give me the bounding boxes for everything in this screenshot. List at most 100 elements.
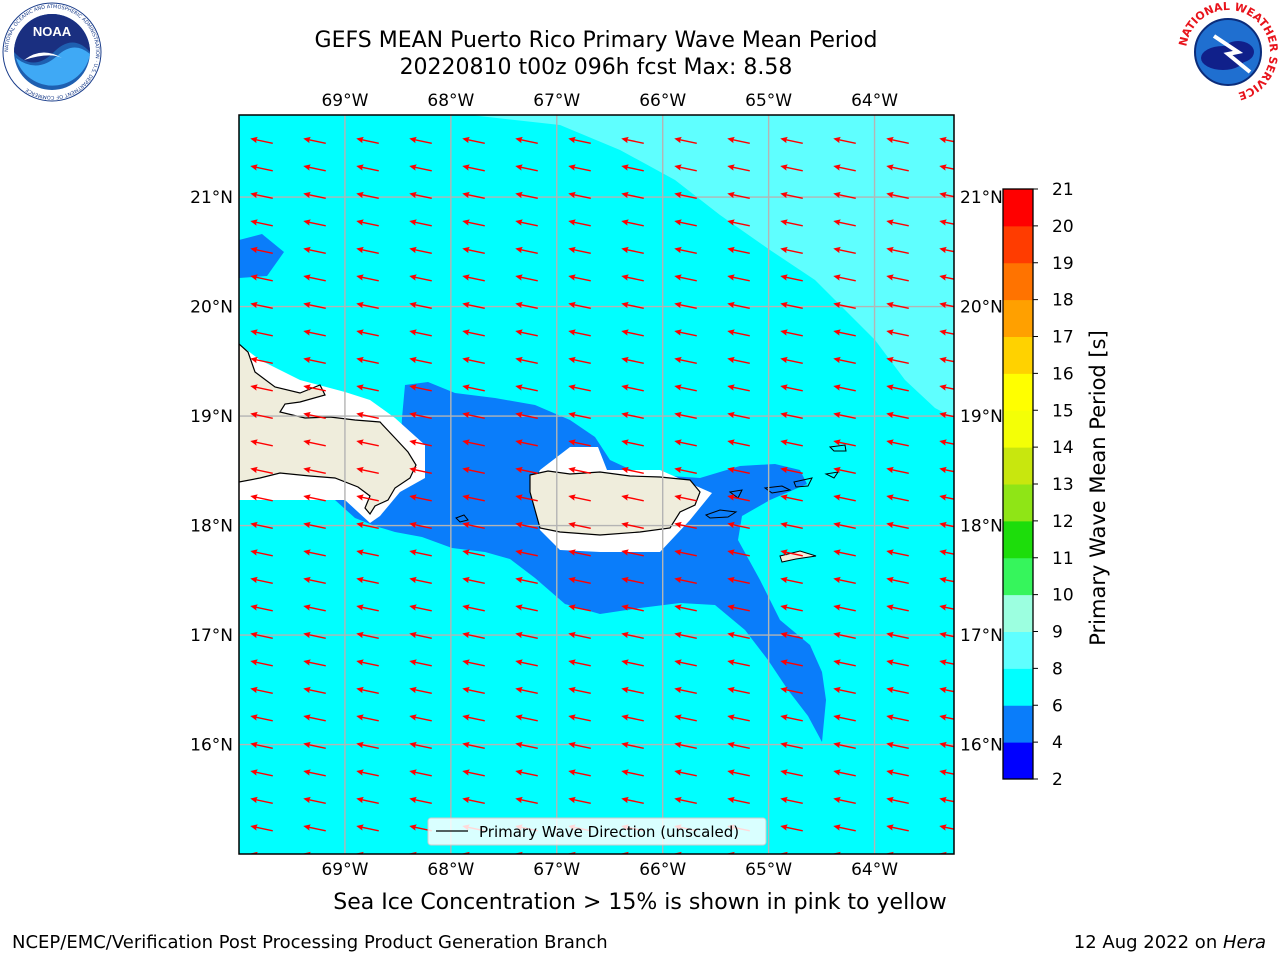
wave-arrow (515, 686, 538, 694)
wave-arrow (674, 246, 697, 254)
y-tick-label-left: 21°N (190, 188, 233, 208)
wave-arrow (409, 411, 432, 419)
wave-arrow (356, 659, 379, 667)
wave-arrow (568, 631, 591, 639)
field-4-6s-pr (335, 382, 826, 742)
y-tick-label-left: 17°N (190, 626, 233, 646)
wave-arrow (674, 631, 697, 639)
wave-arrow (727, 384, 750, 392)
wave-arrow (356, 219, 379, 227)
colorbar-segment (1003, 520, 1033, 559)
wave-arrow (727, 549, 750, 557)
wave-arrow (356, 521, 379, 529)
wave-arrow (462, 659, 485, 667)
wave-arrow (674, 301, 697, 309)
wave-arrow (515, 411, 538, 419)
y-tick-label-right: 16°N (960, 736, 1003, 756)
wave-arrow (515, 219, 538, 227)
x-tick-label-bottom: 66°W (639, 860, 686, 880)
wave-arrow (621, 356, 644, 364)
wave-arrow (462, 466, 485, 474)
wave-arrow (409, 714, 432, 722)
footer-date-text: 12 Aug 2022 on (1073, 932, 1223, 953)
colorbar-tick-label: 8 (1052, 659, 1063, 679)
wave-arrow (568, 164, 591, 172)
colorbar-segment (1003, 705, 1033, 743)
wave-arrow (886, 439, 909, 447)
wave-arrow (462, 549, 485, 557)
colorbar-segment (1003, 336, 1033, 374)
wave-arrow (780, 411, 803, 419)
wave-arrow (886, 659, 909, 667)
wave-arrow (674, 329, 697, 337)
wave-arrow (568, 466, 591, 474)
wave-arrow (621, 604, 644, 612)
wave-arrow (939, 329, 954, 337)
wave-arrow (780, 631, 803, 639)
wave-arrow (250, 301, 273, 309)
x-tick-label-top: 67°W (533, 91, 580, 111)
wave-arrow (515, 466, 538, 474)
wave-arrow (568, 274, 591, 282)
wave-arrow (356, 796, 379, 804)
wave-arrow (780, 576, 803, 584)
y-tick-label-right: 19°N (960, 407, 1003, 427)
wave-arrow (515, 714, 538, 722)
wave-arrow (356, 604, 379, 612)
wave-arrow (886, 329, 909, 337)
bvi-island (793, 477, 813, 488)
vieques-island (704, 509, 738, 519)
wave-arrow (939, 714, 954, 722)
chart-title: GEFS MEAN Puerto Rico Primary Wave Mean … (314, 28, 878, 53)
wave-arrow (515, 439, 538, 447)
wave-arrow (780, 246, 803, 254)
wave-arrow (462, 439, 485, 447)
wave-arrow (674, 136, 697, 144)
small-cay (828, 444, 847, 452)
wave-arrow (886, 274, 909, 282)
wave-arrow (780, 494, 803, 502)
colorbar-segment (1003, 594, 1033, 632)
wave-arrow (674, 796, 697, 804)
wave-arrow (939, 824, 954, 832)
wave-arrow (250, 549, 273, 557)
wave-arrow (727, 301, 750, 309)
wave-arrow (356, 439, 379, 447)
wave-arrow (939, 769, 954, 777)
wave-arrow (303, 356, 326, 364)
wave-arrow (780, 384, 803, 392)
wave-arrow (674, 659, 697, 667)
st-croix-island (779, 550, 817, 563)
wave-arrow (886, 769, 909, 777)
legend: Primary Wave Direction (unscaled) (427, 817, 767, 846)
wave-arrow (621, 411, 644, 419)
wave-arrow (833, 301, 856, 309)
wave-arrow (303, 274, 326, 282)
wave-arrow (780, 356, 803, 364)
mona-island (455, 514, 469, 523)
wave-arrow (674, 686, 697, 694)
wave-arrow (674, 164, 697, 172)
wave-arrow (833, 659, 856, 667)
colorbar-segment (1003, 225, 1033, 264)
wave-arrow (833, 356, 856, 364)
wave-arrow (621, 164, 644, 172)
wave-arrow (674, 356, 697, 364)
wave-arrow (409, 604, 432, 612)
wave-arrow (409, 741, 432, 749)
wave-arrow (621, 714, 644, 722)
wave-arrow (939, 164, 954, 172)
wave-arrow (250, 164, 273, 172)
wave-arrow (833, 466, 856, 474)
wave-arrow (568, 219, 591, 227)
wave-arrow (409, 301, 432, 309)
wave-arrow (515, 191, 538, 199)
wave-arrow (621, 741, 644, 749)
wave-arrow (462, 164, 485, 172)
wave-arrow (674, 494, 697, 502)
wave-arrow (462, 246, 485, 254)
wave-arrow (780, 824, 803, 832)
wave-arrow (727, 521, 750, 529)
wave-arrow (621, 301, 644, 309)
wave-arrow (303, 576, 326, 584)
